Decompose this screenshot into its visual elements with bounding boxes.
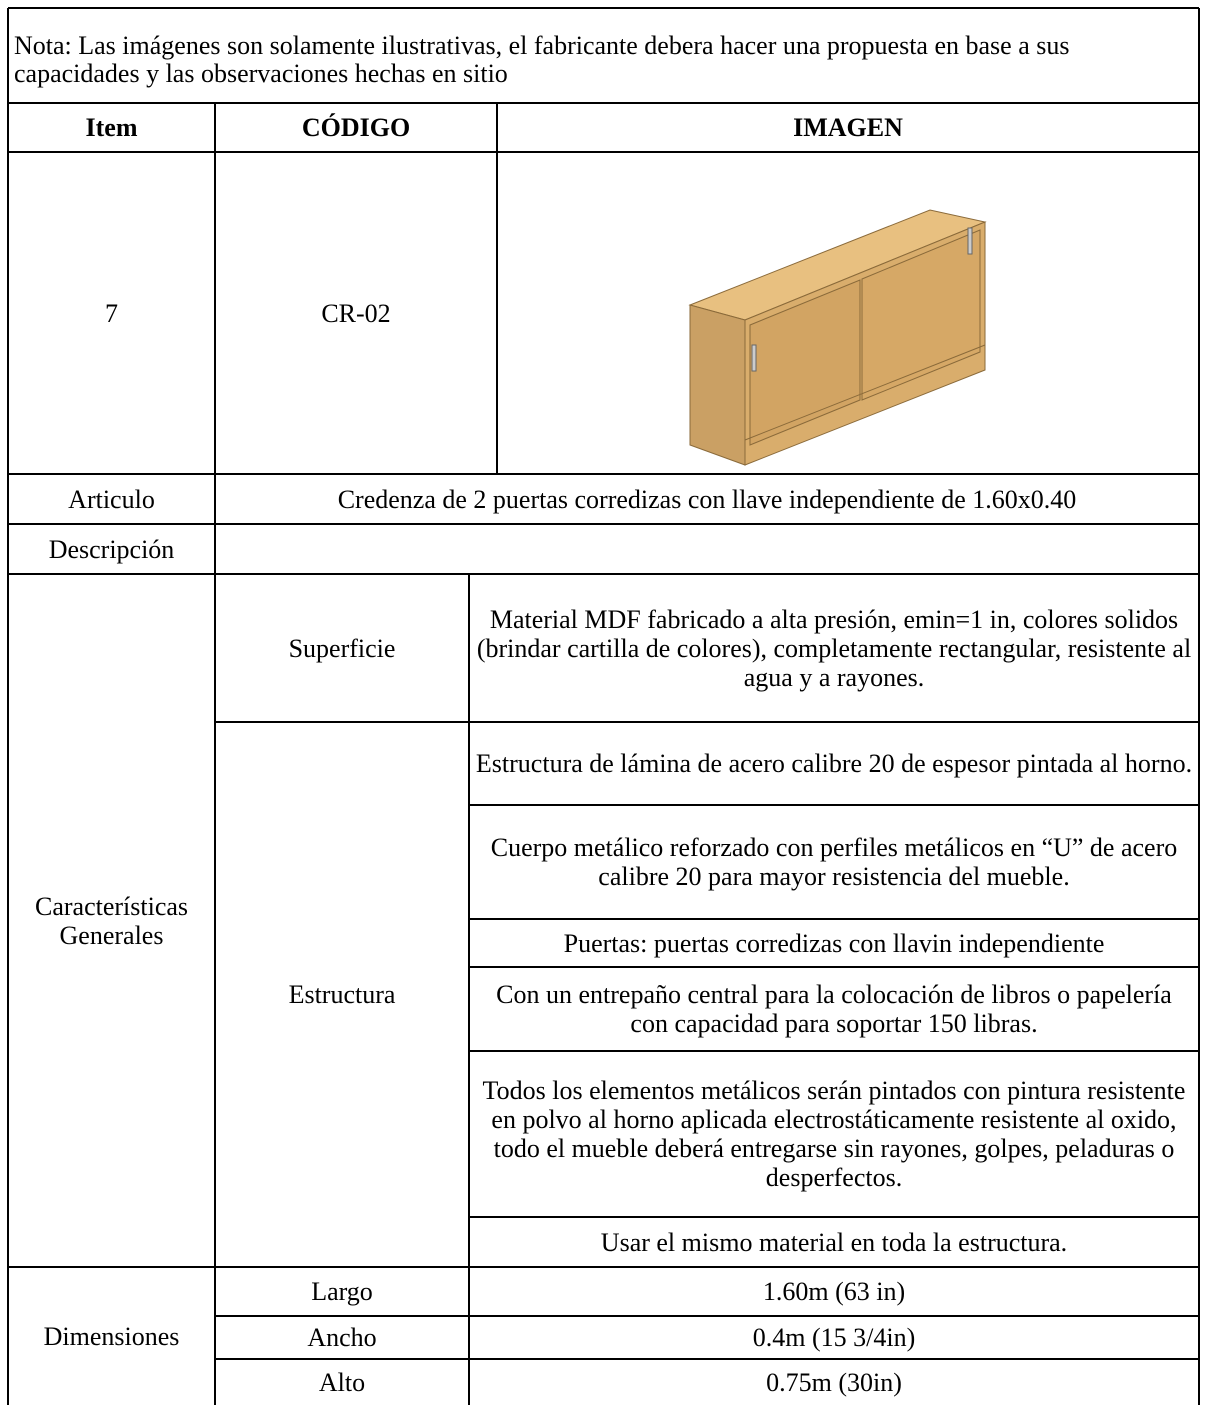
spec-text: Con un entrepaño central para la colocac…	[496, 980, 1172, 1038]
sub-label: Superficie	[288, 633, 396, 663]
spec-text: Estructura de lámina de acero calibre 20…	[475, 749, 1193, 778]
header-cell: Item	[85, 113, 138, 142]
row-label: Características Generales	[34, 891, 189, 950]
sub-label: Estructura	[288, 980, 396, 1009]
spec-text: Material MDF fabricado a alta presión, e…	[476, 604, 1192, 692]
row-value: Credenza de 2 puertas corredizas con lla…	[337, 484, 1077, 514]
item-number: 7	[105, 298, 118, 328]
dimension-value: 0.75m (30in)	[766, 1367, 902, 1397]
spec-text: Cuerpo metálico reforzado con perfiles m…	[490, 833, 1178, 891]
row-label: Dimensiones	[43, 1321, 180, 1351]
row-label: Descripción	[48, 534, 175, 564]
spec-text: Usar el mismo material en toda la estruc…	[600, 1227, 1068, 1257]
dimension-label: Largo	[311, 1277, 373, 1306]
spec-text: Todos los elementos metálicos serán pint…	[482, 1076, 1186, 1192]
dimension-value: 0.4m (15 3/4in)	[752, 1323, 916, 1352]
dimension-label: Alto	[318, 1367, 366, 1397]
dimension-value: 1.60m (63 in)	[762, 1277, 906, 1306]
header-cell: IMAGEN	[793, 113, 903, 142]
dimension-label: Ancho	[307, 1323, 377, 1352]
row-label: Articulo	[68, 484, 155, 514]
note: Nota: Las imágenes son solamente ilustra…	[14, 31, 1070, 88]
spec-text: Puertas: puertas corredizas con llavin i…	[563, 928, 1105, 958]
item-code: CR-02	[321, 298, 391, 328]
cabinet-illustration	[688, 209, 987, 466]
header-cell: CÓDIGO	[301, 113, 411, 142]
